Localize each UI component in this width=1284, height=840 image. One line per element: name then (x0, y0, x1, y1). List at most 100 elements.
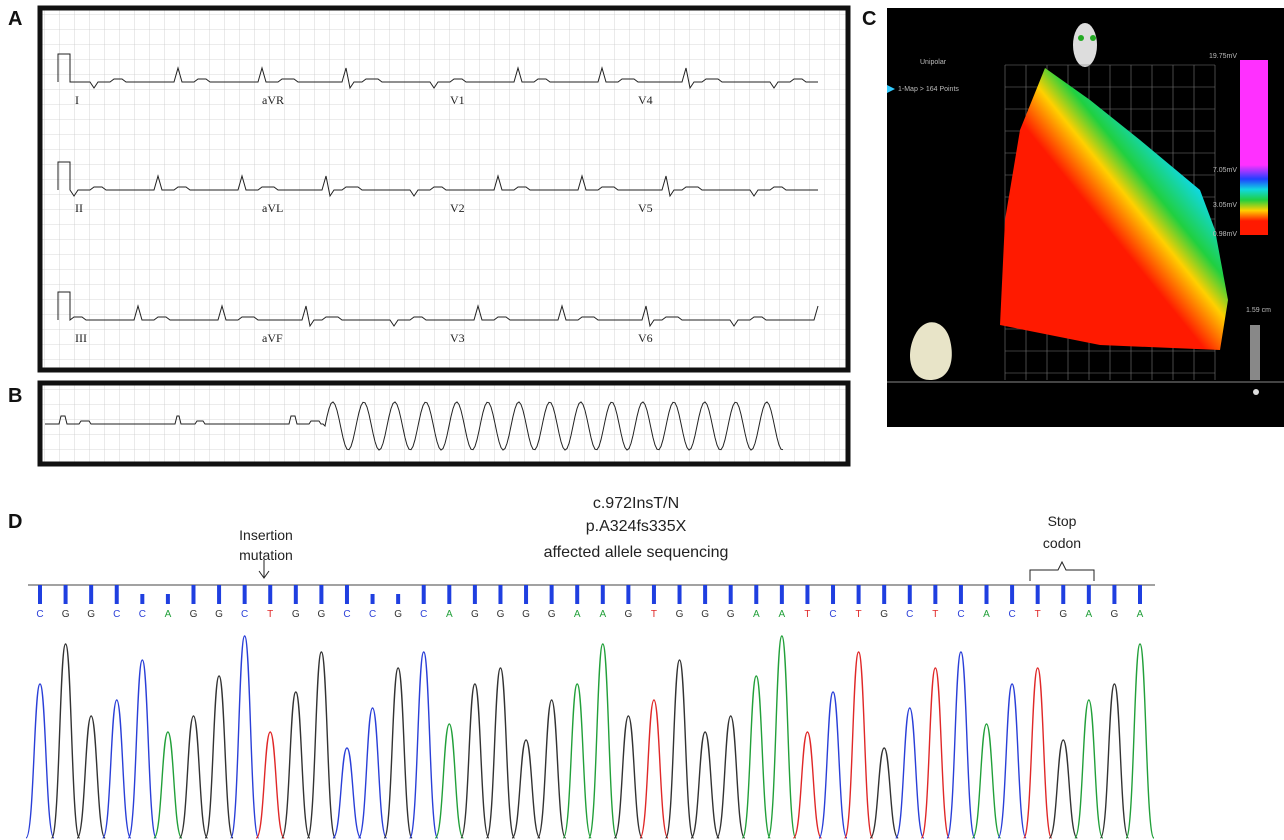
map-points: 1-Map > 164 Points (898, 86, 959, 93)
quality-bar (447, 585, 452, 604)
base-call: G (548, 609, 556, 620)
base-call: G (1059, 609, 1067, 620)
quality-bar (933, 585, 938, 604)
quality-bar (268, 585, 273, 604)
stop-label: Stop (1048, 513, 1077, 529)
ecg-trace (57, 161, 818, 198)
chromatogram-peak (102, 699, 132, 839)
stop-label: codon (1043, 535, 1081, 551)
quality-bar (1112, 585, 1117, 604)
quality-bar (217, 585, 222, 604)
chromatogram-peak (153, 731, 183, 839)
ruler-label: 1.59 cm (1246, 307, 1271, 314)
chromatogram-peak (1074, 699, 1104, 839)
base-call: G (292, 609, 300, 620)
quality-bar (1010, 585, 1015, 604)
base-call: C (829, 609, 836, 620)
voltage-map (1000, 68, 1228, 350)
chromatogram-peak (562, 683, 592, 839)
lead-label: aVF (262, 331, 283, 345)
chromatogram-peak (25, 683, 55, 839)
quality-bar (242, 585, 247, 604)
quality-bar (370, 594, 375, 604)
panel-label: A (8, 8, 22, 30)
stop-bracket (1029, 560, 1095, 581)
chromatogram-peak (639, 699, 669, 839)
chromatogram-peak (716, 715, 746, 839)
base-call: T (1035, 609, 1041, 620)
base-call: G (215, 609, 223, 620)
chromatogram-peak (895, 707, 925, 839)
quality-bar (421, 585, 426, 604)
chromatogram-peak (843, 651, 874, 839)
lead-label: V4 (638, 93, 653, 107)
base-call: C (906, 609, 913, 620)
chromatogram-peak (460, 683, 490, 839)
chromatogram-peak (229, 635, 260, 839)
chromatogram-peak (434, 723, 464, 839)
quality-bar (651, 585, 656, 604)
chromatogram-peak (178, 715, 209, 839)
quality-bar (114, 585, 119, 604)
quality-bar (728, 585, 733, 604)
quality-bar (703, 585, 708, 604)
ecg-trace (57, 291, 819, 328)
quality-bar (472, 585, 477, 604)
quality-bar (498, 585, 503, 604)
chromatogram-peak (588, 643, 618, 839)
chromatogram-peak (741, 675, 771, 839)
chromatogram-peak (946, 651, 976, 839)
chromatogram-peak (50, 643, 81, 839)
insertion-label: Insertion (239, 527, 293, 543)
base-call: G (880, 609, 888, 620)
chromatogram-peak (127, 659, 158, 839)
quality-bar (1061, 585, 1066, 604)
quality-bar (165, 594, 170, 604)
chromatogram-peak (383, 667, 413, 839)
base-call: C (113, 609, 120, 620)
base-call: G (318, 609, 326, 620)
lead-label: aVL (262, 201, 283, 215)
quality-bar (1086, 585, 1091, 604)
base-call: A (574, 609, 581, 620)
chromatogram-peak (536, 699, 567, 839)
base-call: A (165, 609, 172, 620)
panel-label: C (862, 8, 876, 30)
quality-bar (1035, 585, 1040, 604)
chromatogram-peak (767, 635, 797, 839)
base-call: T (651, 609, 657, 620)
base-call: G (190, 609, 198, 620)
quality-bar (984, 585, 989, 604)
quality-bar (293, 585, 298, 604)
base-call: C (420, 609, 427, 620)
quality-bar (396, 594, 401, 604)
scale-label: 19.75mV (1209, 53, 1237, 60)
base-call: A (446, 609, 453, 620)
quality-bar (89, 585, 94, 604)
lead-label: V5 (638, 201, 653, 215)
quality-bar (754, 585, 759, 604)
quality-bar (882, 585, 887, 604)
lead-label: V6 (638, 331, 653, 345)
map-mode: Unipolar (920, 59, 947, 66)
chromatogram-peak (76, 715, 106, 839)
panel-label: B (8, 385, 22, 407)
chromatogram-peak (690, 731, 720, 839)
quality-bar (140, 594, 145, 604)
chromatogram-peak (920, 667, 951, 839)
quality-bar (600, 585, 605, 604)
lead-label: V3 (450, 331, 465, 345)
chromatogram-peak (664, 659, 695, 839)
chromatogram-peak (255, 731, 285, 839)
base-call: A (983, 609, 990, 620)
quality-bar (907, 585, 912, 604)
base-call: C (36, 609, 43, 620)
quality-bar (63, 585, 68, 604)
base-call: G (394, 609, 402, 620)
scale-label: 0.98mV (1213, 231, 1237, 238)
quality-bar (677, 585, 682, 604)
base-call: G (701, 609, 709, 620)
insertion-arrow (258, 560, 270, 579)
ecg-trace (57, 53, 818, 90)
